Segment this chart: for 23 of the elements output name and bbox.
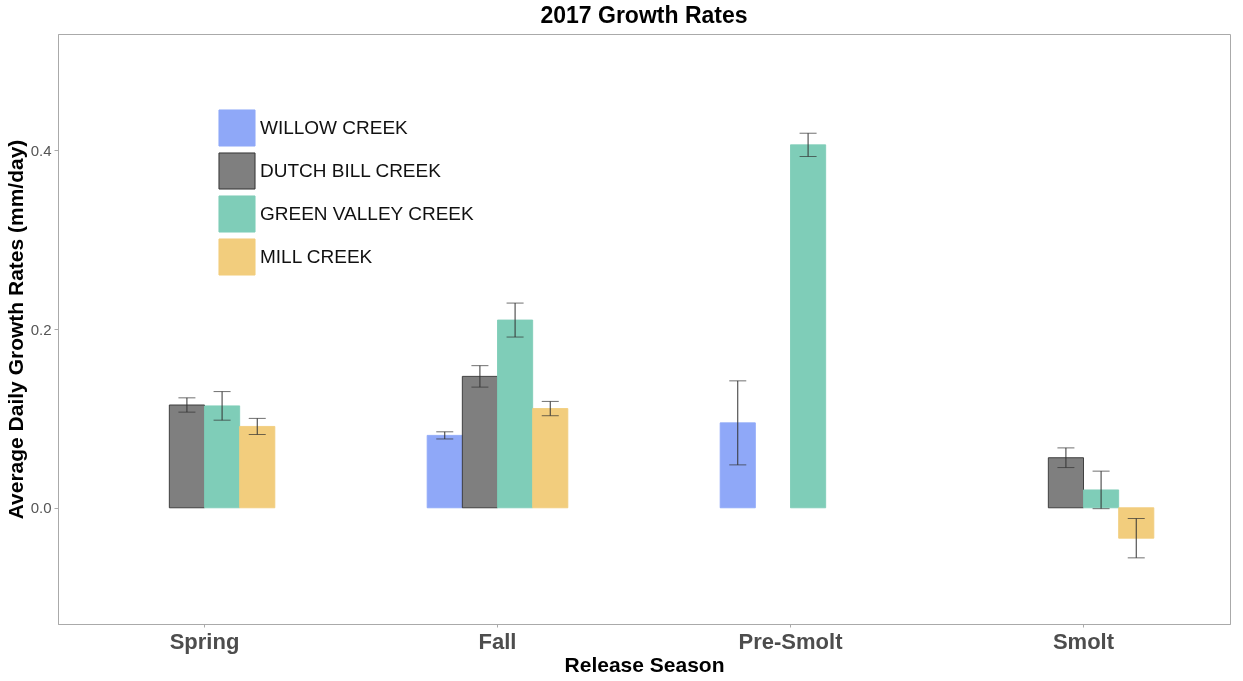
y-tick-label: 0.0: [30, 499, 52, 517]
legend-label: GREEN VALLEY CREEK: [260, 203, 474, 224]
y-axis-title: Average Daily Growth Rates (mm/day): [3, 139, 27, 520]
bar: [426, 434, 463, 509]
bar: [1118, 507, 1155, 539]
x-tick-label: Smolt: [1052, 628, 1115, 654]
bar: [239, 425, 276, 509]
y-tick-label: 0.4: [30, 141, 52, 159]
legend-label: MILL CREEK: [260, 246, 373, 267]
bar: [719, 422, 756, 509]
bar: [532, 408, 569, 509]
bar: [790, 144, 827, 509]
bar: [1083, 489, 1120, 509]
x-tick-label: Fall: [478, 628, 517, 654]
x-tick-label: Spring: [169, 628, 240, 654]
x-axis-title: Release Season: [564, 652, 725, 676]
legend-label: DUTCH BILL CREEK: [260, 160, 442, 181]
legend-label: WILLOW CREEK: [260, 117, 409, 138]
bar: [204, 405, 241, 509]
chart-title: 2017 Growth Rates: [540, 2, 748, 28]
x-tick-label: Pre-Smolt: [738, 628, 844, 654]
bar: [497, 319, 534, 509]
y-tick-label: 0.2: [30, 320, 52, 338]
